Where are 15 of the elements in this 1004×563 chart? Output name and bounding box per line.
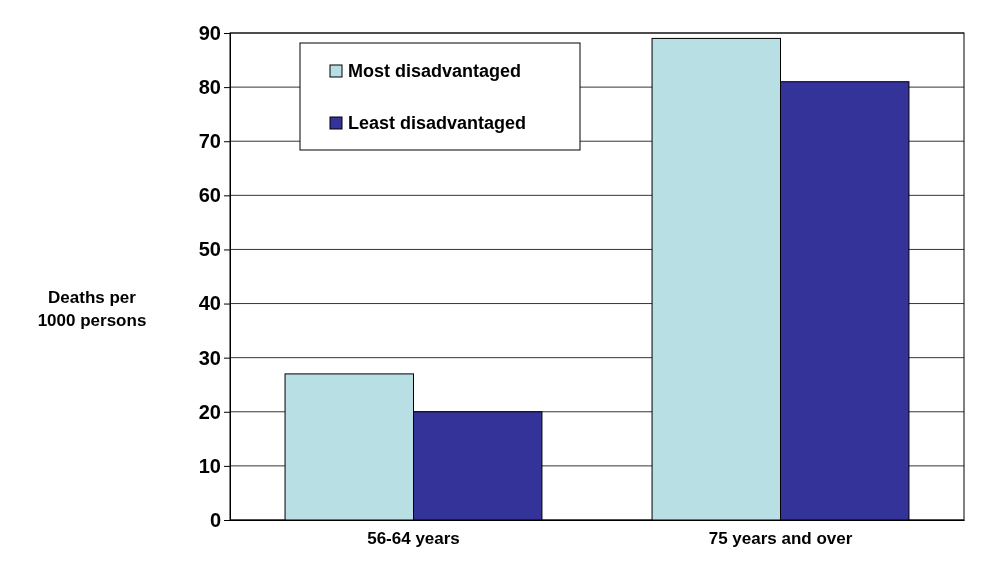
y-tick-label: 90 <box>198 21 221 44</box>
y-tick-label: 80 <box>198 76 221 99</box>
y-tick-label: 10 <box>198 454 221 477</box>
x-tick-label: 56-64 years <box>367 529 460 549</box>
y-tick-label: 30 <box>198 346 221 369</box>
y-tick-label: 40 <box>198 292 221 315</box>
y-tick-label: 70 <box>198 130 221 153</box>
y-tick-label: 0 <box>209 508 221 531</box>
x-tick-label: 75 years and over <box>708 529 853 549</box>
legend-label: Least disadvantaged <box>348 113 527 133</box>
y-axis-title: Deaths per 1000 persons <box>37 288 147 330</box>
legend-label: Most disadvantaged <box>348 61 522 81</box>
y-tick-label: 20 <box>198 400 221 423</box>
y-tick-label: 60 <box>198 184 221 207</box>
y-tick-label: 50 <box>198 238 221 261</box>
